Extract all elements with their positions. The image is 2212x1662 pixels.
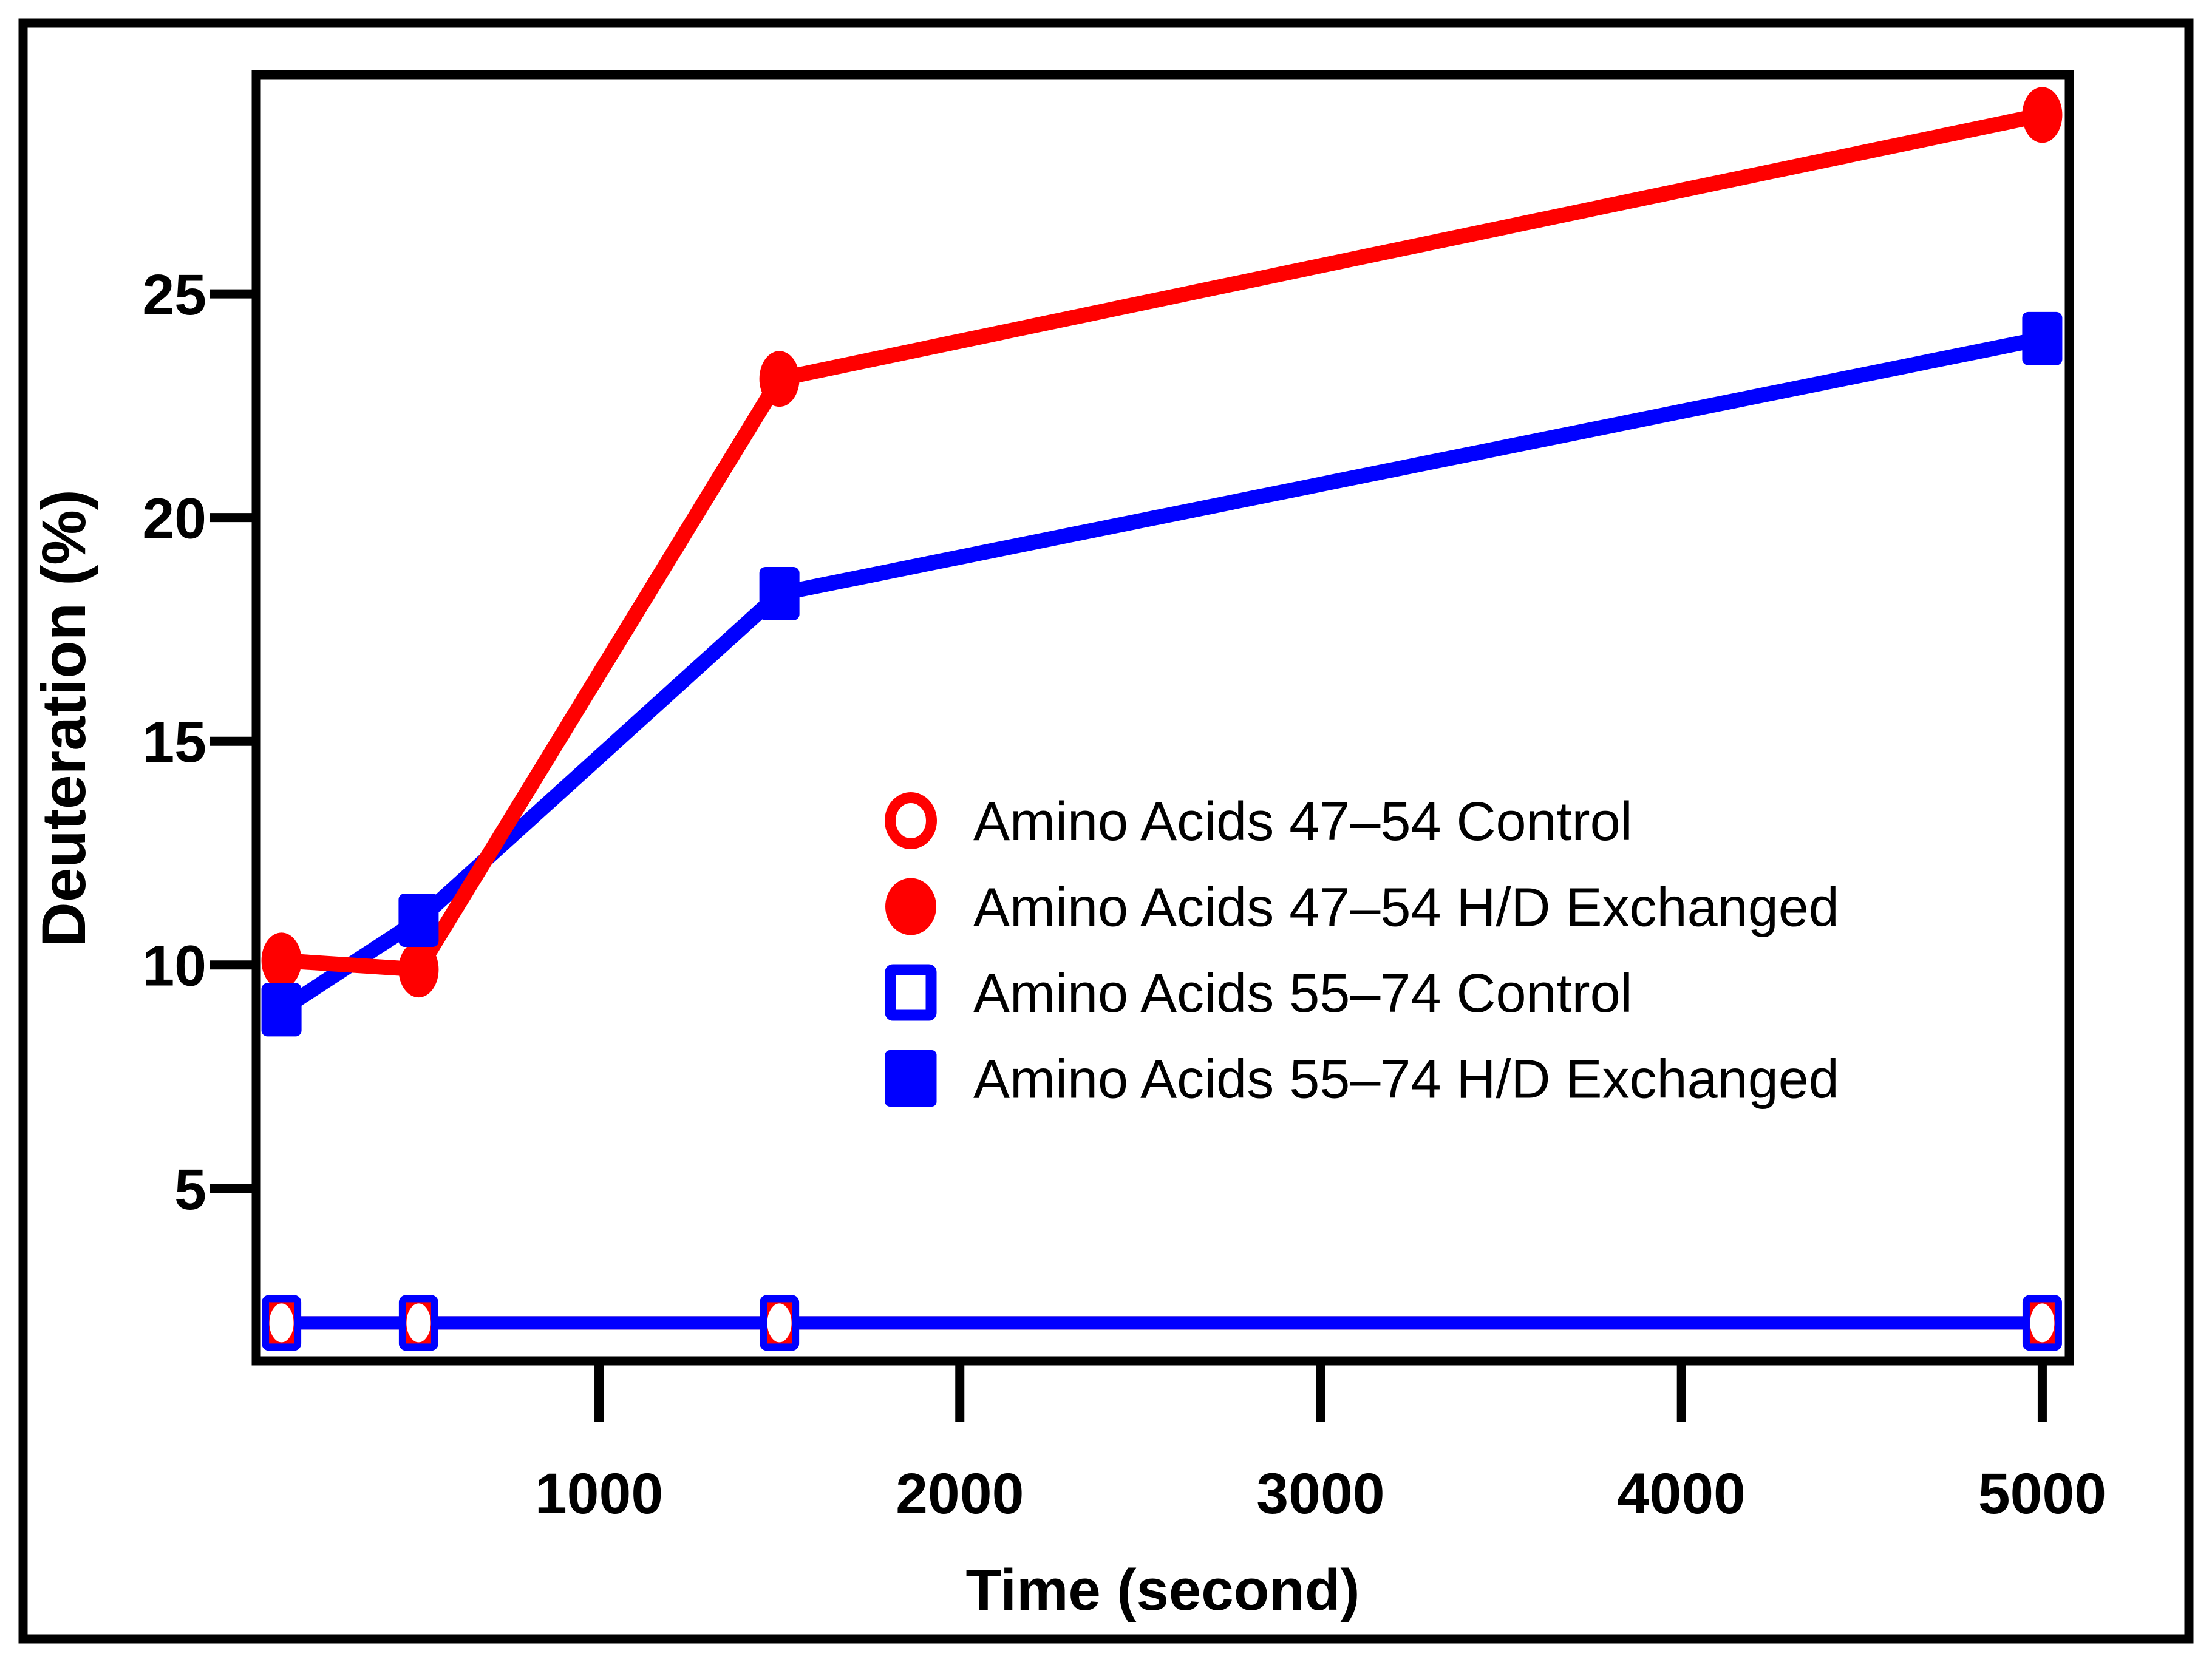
y-axis-title: Deuteration (%) <box>29 489 98 947</box>
filled-circle-data-point <box>2022 87 2063 143</box>
x-tick-label: 1000 <box>535 1462 663 1526</box>
legend-row: Amino Acids 47–54 H/D Exchanged <box>885 878 1839 938</box>
legend-label: Amino Acids 55–74 Control <box>973 963 1633 1024</box>
filled-circle-data-point <box>759 351 800 407</box>
series-layer <box>261 87 2063 1351</box>
legend-row: Amino Acids 55–74 H/D Exchanged <box>885 1050 1839 1110</box>
y-tick-label: 15 <box>142 710 206 775</box>
x-tick-label: 3000 <box>1256 1462 1384 1526</box>
x-tick-label: 2000 <box>896 1462 1024 1526</box>
filled-square-data-point <box>759 566 800 620</box>
y-tick-label: 20 <box>142 487 206 551</box>
open-square-data-point <box>760 1295 800 1351</box>
filled-square-legend-icon <box>885 1050 937 1107</box>
y-tick-label: 10 <box>142 934 206 999</box>
x-tick-label: 5000 <box>1978 1462 2106 1526</box>
filled-circle-legend-icon <box>885 878 936 935</box>
filled-circle-data-point <box>261 932 302 989</box>
filled-square-data-point <box>2022 311 2063 365</box>
tick-labels: 1000 2000 3000 4000 5000 5 10 15 20 25 <box>142 263 2106 1526</box>
open-circle-legend-icon <box>885 792 937 849</box>
outer-border <box>18 18 2194 1644</box>
series-markers <box>261 311 2063 1037</box>
axis-ticks <box>210 289 2047 1422</box>
open-square-legend-icon <box>885 964 937 1021</box>
legend-row: Amino Acids 47–54 Control <box>885 792 1633 852</box>
legend: Amino Acids 47–54 Control Amino Acids 47–… <box>885 792 1839 1110</box>
series-line <box>281 107 2044 977</box>
x-axis-title: Time (second) <box>965 1558 1360 1623</box>
y-tick-label: 5 <box>174 1158 206 1222</box>
open-square-data-point <box>398 1295 438 1351</box>
plot-frame <box>251 70 2074 1366</box>
legend-label: Amino Acids 55–74 H/D Exchanged <box>973 1050 1839 1110</box>
y-tick-label: 25 <box>142 263 206 327</box>
open-circle-data-point <box>399 1296 438 1350</box>
open-circle-data-point <box>760 1296 799 1350</box>
series-markers <box>261 87 2063 998</box>
filled-circle-data-point <box>398 941 439 998</box>
legend-row: Amino Acids 55–74 Control <box>885 963 1633 1024</box>
legend-label: Amino Acids 47–54 H/D Exchanged <box>973 878 1839 938</box>
filled-square-data-point <box>398 894 439 948</box>
legend-label: Amino Acids 47–54 Control <box>973 792 1633 852</box>
open-square-data-point <box>262 1295 302 1351</box>
filled-square-data-point <box>261 983 302 1037</box>
x-tick-label: 4000 <box>1618 1462 1746 1526</box>
open-circle-data-point <box>2023 1296 2062 1350</box>
open-square-data-point <box>2022 1295 2062 1351</box>
open-circle-data-point <box>262 1296 301 1350</box>
series-markers <box>262 1295 2062 1351</box>
